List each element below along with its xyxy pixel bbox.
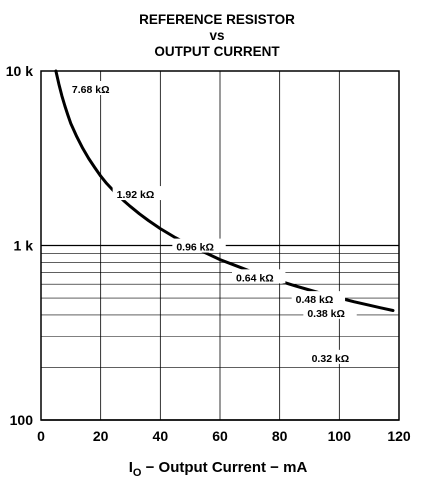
x-tick-label: 20 [93,428,109,444]
annotation-label: 0.38 kΩ [307,308,345,320]
x-tick-label: 40 [153,428,169,444]
annotation: 0.96 kΩ [172,238,226,254]
annotation-bg [291,291,346,306]
x-tick-label: 100 [328,428,352,444]
annotation-bg [232,269,286,284]
annotation-bg [303,304,357,319]
title-line-1: REFERENCE RESISTOR [139,12,295,27]
annotation-label: 7.68 kΩ [72,84,110,96]
x-tick-labels: 0 20 40 60 80 100 120 [37,428,411,444]
annotation-bg [172,238,226,253]
x-axis-label: IO − Output Current − mA [129,459,308,479]
y-tick-label: 100 [10,412,34,428]
x-axis-label-subscript: O [133,467,142,479]
x-tick-label: 120 [387,428,411,444]
annotation: 0.32 kΩ [307,349,361,365]
annotation: 0.48 kΩ [291,291,346,306]
annotation: 7.68 kΩ [67,81,122,96]
y-tick-label: 10 k [6,63,33,79]
annotation-label: 0.48 kΩ [296,294,334,306]
plot-frame [40,70,400,421]
annotation-bg [307,349,361,364]
series-line [54,69,395,312]
annotation-label: 0.64 kΩ [236,272,274,284]
annotation: 0.64 kΩ [232,269,286,284]
annotation: 1.92 kΩ [112,186,167,201]
annotation-bg [67,81,122,96]
chart-title: REFERENCE RESISTOR vs OUTPUT CURRENT [139,12,295,59]
x-tick-label: 80 [272,428,288,444]
x-tick-label: 60 [212,428,228,444]
x-axis-label-main: I [129,459,133,476]
series-layer [54,69,395,312]
x-axis-label-rest: − Output Current − mA [141,459,307,476]
title-line-3: OUTPUT CURRENT [154,44,280,59]
y-tick-label: 1 k [14,238,34,254]
annotations: 7.68 kΩ 1.92 kΩ 0.96 kΩ 0.64 kΩ 0.48 kΩ 0.38 … [67,81,361,365]
x-tick-label: 0 [37,428,45,444]
annotation: 0.38 kΩ [303,304,357,320]
annotation-label: 1.92 kΩ [117,189,155,201]
annotation-label: 0.32 kΩ [312,353,350,365]
annotation-label: 0.96 kΩ [176,242,214,254]
y-tick-labels: 10 k 1 k 100 [6,63,33,428]
annotation-bg [112,186,167,201]
title-line-2: vs [209,28,224,43]
